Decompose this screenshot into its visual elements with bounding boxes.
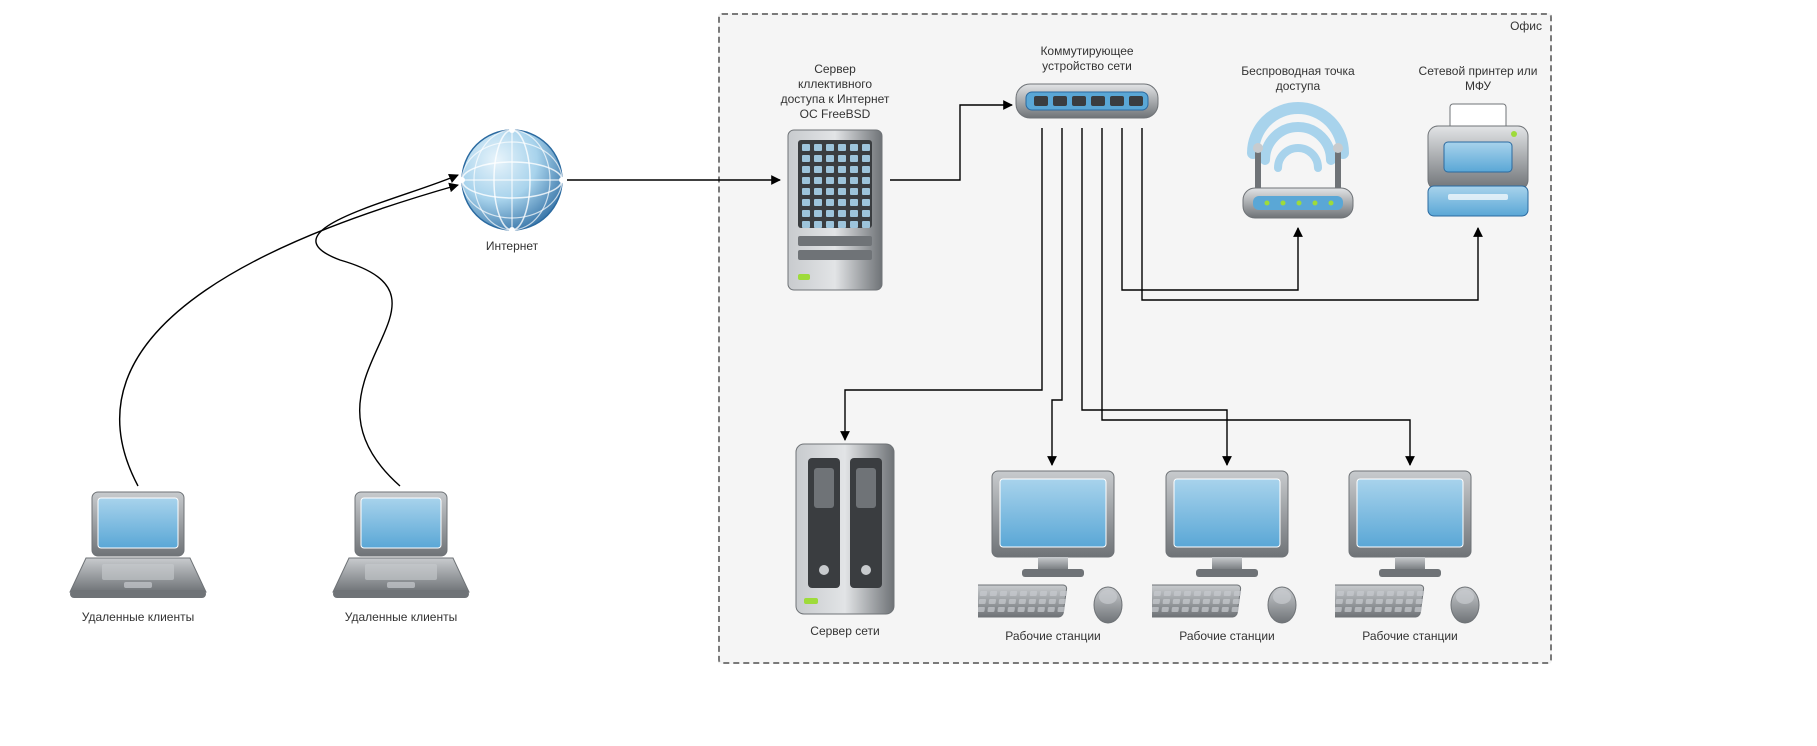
node-laptop1: Удаленные клиенты xyxy=(68,486,208,625)
diagram-canvas: Офис Удаленные клиенты xyxy=(0,0,1817,746)
edge-laptop2-internet xyxy=(316,175,458,486)
server-tower-icon xyxy=(780,126,890,296)
node-label: Удаленные клиенты xyxy=(68,610,208,625)
node-laptop2: Удаленные клиенты xyxy=(331,486,471,625)
node-ws1: Рабочие станции xyxy=(978,465,1128,644)
storage-icon xyxy=(790,440,900,620)
node-label: Коммутирующее устройство сети xyxy=(1012,44,1162,74)
workstation-icon xyxy=(1152,465,1302,625)
node-label: Интернет xyxy=(457,239,567,254)
office-label: Офис xyxy=(1510,19,1542,33)
workstation-icon xyxy=(978,465,1128,625)
node-fileserver: Сервер сети xyxy=(790,440,900,639)
edge-laptop1-internet xyxy=(120,185,458,486)
switch-icon xyxy=(1012,78,1162,126)
node-label: Сервер сети xyxy=(790,624,900,639)
laptop-icon xyxy=(68,486,208,606)
wifi-router-icon xyxy=(1223,98,1373,228)
node-label: Беспроводная точка доступа xyxy=(1223,64,1373,94)
workstation-icon xyxy=(1335,465,1485,625)
node-printer: Сетевой принтер или МФУ xyxy=(1418,64,1538,228)
node-label: Удаленные клиенты xyxy=(331,610,471,625)
node-internet: Интернет xyxy=(457,125,567,254)
printer-icon xyxy=(1418,98,1538,228)
node-label: Сетевой принтер или МФУ xyxy=(1418,64,1538,94)
node-wifi: Беспроводная точка доступа xyxy=(1223,64,1373,228)
node-label: Рабочие станции xyxy=(1335,629,1485,644)
node-label: Сервер кллективного доступа к Интернет О… xyxy=(780,62,890,122)
node-label: Рабочие станции xyxy=(978,629,1128,644)
node-label: Рабочие станции xyxy=(1152,629,1302,644)
globe-icon xyxy=(457,125,567,235)
laptop-icon xyxy=(331,486,471,606)
node-gateway: Сервер кллективного доступа к Интернет О… xyxy=(780,62,890,296)
node-switch: Коммутирующее устройство сети xyxy=(1012,44,1162,126)
node-ws2: Рабочие станции xyxy=(1152,465,1302,644)
node-ws3: Рабочие станции xyxy=(1335,465,1485,644)
